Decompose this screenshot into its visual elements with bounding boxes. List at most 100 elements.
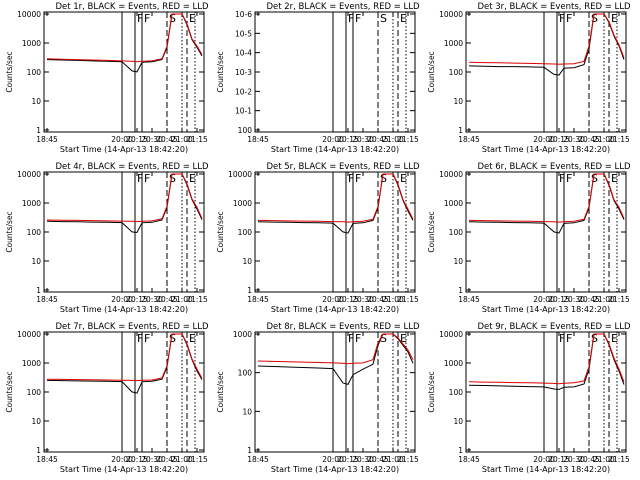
y-tick-label: 1000 [444, 39, 463, 48]
x-tick-label: 21:00 [593, 295, 615, 304]
segment-marker-label: S [380, 172, 387, 185]
segment-marker-label: S [591, 12, 598, 25]
panel-title: Det 5r, BLACK = Events, RED = LLD [266, 162, 420, 172]
segment-marker-label: S [169, 172, 176, 185]
x-tick-label: 21:00 [171, 295, 193, 304]
x-tick-label: 21:00 [382, 455, 404, 464]
x-axis-label: Start Time (14-Apr-13 18:42:20) [271, 465, 399, 474]
x-tick-label: 20:00 [533, 135, 555, 144]
x-axis-label: Start Time (14-Apr-13 18:42:20) [60, 465, 188, 474]
y-tick-label: 1 [36, 286, 41, 295]
x-tick-label: 20:30 [141, 295, 163, 304]
segment-marker-label: F [566, 172, 572, 185]
x-tick-label: 20:30 [352, 455, 374, 464]
y-tick-label: 1000 [22, 199, 41, 208]
y-axis-label: Counts/sec [216, 211, 225, 252]
panel-title: Det 3r, BLACK = Events, RED = LLD [477, 2, 631, 12]
y-tick-label: 1000 [233, 199, 252, 208]
segment-marker-label: F [566, 12, 572, 25]
plot-frame [43, 11, 205, 133]
panel-title: Det 2r, BLACK = Events, RED = LLD [266, 2, 420, 12]
x-tick-label: 18:45 [36, 455, 58, 464]
panel-det-2: Det 2r, BLACK = Events, RED = LLD 100 10-1… [216, 2, 420, 154]
panel-det-3: Det 3r, BLACK = Events, RED = LLD 1 10 100 1… [427, 2, 631, 154]
y-tick-label: 10-4 [235, 49, 252, 58]
segment-marker-label: E [189, 12, 196, 25]
series-line-lld [46, 173, 203, 223]
x-tick-label: 21:15 [397, 455, 419, 464]
x-tick-label: 21:00 [593, 135, 615, 144]
x-tick-label: 21:15 [608, 135, 630, 144]
y-tick-label: 10-1 [235, 107, 252, 116]
segment-marker-label: E [400, 172, 407, 185]
panel-det-7: Det 7r, BLACK = Events, RED = LLD 1 10 100 1… [5, 322, 209, 474]
x-tick-label: 20:15 [126, 135, 148, 144]
x-tick-label: 21:15 [608, 455, 630, 464]
x-tick-label: 20:00 [111, 295, 133, 304]
plot-frame [43, 331, 205, 453]
y-tick-label: 10-2 [235, 87, 252, 96]
x-tick-label: 20:00 [111, 455, 133, 464]
series-line-events [46, 173, 203, 234]
y-tick-label: 1 [247, 446, 252, 455]
x-axis-label: Start Time (14-Apr-13 18:42:20) [271, 305, 399, 314]
y-tick-label: 100 [27, 68, 42, 77]
panel-title: Det 6r, BLACK = Events, RED = LLD [477, 162, 631, 172]
panel-title: Det 1r, BLACK = Events, RED = LLD [55, 2, 209, 12]
series-line-lld [468, 13, 625, 65]
y-tick-label: 10-3 [235, 68, 252, 77]
x-tick-label: 20:30 [352, 295, 374, 304]
x-tick-label: 21:15 [186, 295, 208, 304]
y-tick-label: 10000 [439, 170, 463, 179]
y-tick-label: 10-5 [235, 29, 252, 38]
y-tick-label: 10 [31, 417, 41, 426]
x-tick-label: 20:45 [156, 135, 178, 144]
plot-frame [254, 331, 416, 453]
panel-title: Det 4r, BLACK = Events, RED = LLD [55, 162, 209, 172]
x-tick-label: 18:45 [247, 455, 269, 464]
y-tick-label: 10 [453, 257, 463, 266]
x-tick-label: 20:15 [548, 295, 570, 304]
x-tick-label: 18:45 [247, 135, 269, 144]
segment-marker-label: E [400, 12, 407, 25]
x-tick-label: 21:15 [186, 455, 208, 464]
y-tick-label: 1000 [22, 359, 41, 368]
segment-marker-label: F [144, 332, 150, 345]
x-tick-label: 20:00 [533, 295, 555, 304]
segment-marker-label: F [559, 12, 565, 25]
y-tick-label: 1000 [233, 330, 252, 339]
x-tick-label: 20:00 [111, 135, 133, 144]
x-tick-label: 20:30 [141, 135, 163, 144]
segment-marker-label: F [355, 332, 361, 345]
segment-marker-label: S [380, 12, 387, 25]
x-axis-label: Start Time (14-Apr-13 18:42:20) [60, 145, 188, 154]
panel-title: Det 7r, BLACK = Events, RED = LLD [55, 322, 209, 332]
series-line-events [257, 173, 414, 234]
x-tick-label: 20:00 [322, 455, 344, 464]
y-axis-label: Counts/sec [5, 371, 14, 412]
y-tick-label: 1 [36, 126, 41, 135]
panel-det-6: Det 6r, BLACK = Events, RED = LLD 1 10 100 1… [427, 162, 631, 314]
segment-marker-label: F [559, 332, 565, 345]
series-line-lld [468, 173, 625, 223]
y-tick-label: 1 [36, 446, 41, 455]
x-tick-label: 20:30 [563, 135, 585, 144]
segment-marker-label: F [144, 172, 150, 185]
segment-marker-label: F [137, 12, 143, 25]
series-line-events [468, 13, 625, 76]
segment-marker-label: S [591, 332, 598, 345]
x-tick-label: 18:45 [458, 455, 480, 464]
y-axis-label: Counts/sec [5, 211, 14, 252]
x-tick-label: 21:00 [593, 455, 615, 464]
y-tick-label: 100 [238, 369, 253, 378]
segment-marker-label: E [189, 332, 196, 345]
segment-marker-label: S [169, 12, 176, 25]
series-line-lld [257, 333, 414, 365]
segment-marker-label: E [400, 332, 407, 345]
x-tick-label: 20:30 [352, 135, 374, 144]
x-tick-label: 20:30 [563, 295, 585, 304]
y-tick-label: 10 [453, 417, 463, 426]
y-tick-label: 1 [458, 446, 463, 455]
x-tick-label: 20:15 [548, 135, 570, 144]
